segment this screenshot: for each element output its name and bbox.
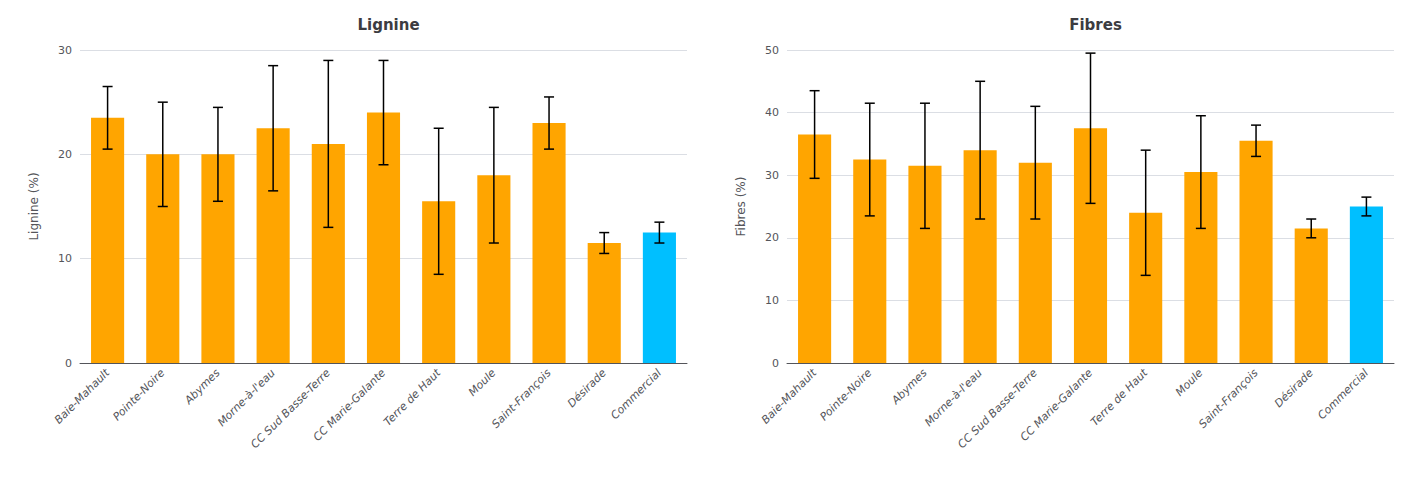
svg-text:Désirade: Désirade bbox=[1272, 366, 1316, 410]
svg-text:Baie-Mahault: Baie-Mahault bbox=[759, 366, 820, 427]
svg-text:Moule: Moule bbox=[1173, 366, 1206, 399]
svg-text:Abymes: Abymes bbox=[888, 366, 929, 407]
svg-text:CC Marie-Galante: CC Marie-Galante bbox=[311, 366, 389, 444]
svg-text:Saint-François: Saint-François bbox=[1196, 366, 1261, 431]
svg-text:CC Sud Basse-Terre: CC Sud Basse-Terre bbox=[955, 366, 1040, 452]
svg-text:30: 30 bbox=[765, 169, 779, 182]
svg-text:20: 20 bbox=[765, 231, 779, 244]
svg-text:Lignine: Lignine bbox=[357, 16, 419, 34]
svg-text:Morne-à-l'eau: Morne-à-l'eau bbox=[215, 366, 278, 429]
svg-text:CC Sud Basse-Terre: CC Sud Basse-Terre bbox=[248, 366, 333, 452]
svg-text:CC Marie-Galante: CC Marie-Galante bbox=[1018, 366, 1096, 444]
svg-text:Pointe-Noire: Pointe-Noire bbox=[817, 366, 874, 423]
svg-text:20: 20 bbox=[58, 148, 72, 161]
svg-text:50: 50 bbox=[765, 44, 779, 57]
svg-text:Fibres: Fibres bbox=[1069, 16, 1122, 34]
svg-text:Morne-à-l'eau: Morne-à-l'eau bbox=[922, 366, 985, 429]
svg-text:Lignine (%): Lignine (%) bbox=[27, 172, 41, 240]
svg-text:Abymes: Abymes bbox=[181, 366, 222, 407]
svg-text:Terre de Haut: Terre de Haut bbox=[1088, 366, 1151, 429]
svg-text:Baie-Mahault: Baie-Mahault bbox=[52, 366, 113, 427]
svg-text:0: 0 bbox=[772, 357, 779, 370]
svg-text:Terre de Haut: Terre de Haut bbox=[381, 366, 444, 429]
svg-text:10: 10 bbox=[58, 252, 72, 265]
svg-text:0: 0 bbox=[65, 357, 72, 370]
svg-text:40: 40 bbox=[765, 106, 779, 119]
svg-text:Commercial: Commercial bbox=[1315, 366, 1371, 422]
svg-text:30: 30 bbox=[58, 44, 72, 57]
svg-text:Pointe-Noire: Pointe-Noire bbox=[110, 366, 167, 423]
svg-text:Fibres (%): Fibres (%) bbox=[734, 177, 748, 237]
svg-text:Désirade: Désirade bbox=[565, 366, 609, 410]
svg-text:Moule: Moule bbox=[466, 366, 499, 399]
svg-text:Commercial: Commercial bbox=[608, 366, 664, 422]
svg-text:Saint-François: Saint-François bbox=[489, 366, 554, 431]
svg-text:10: 10 bbox=[765, 294, 779, 307]
